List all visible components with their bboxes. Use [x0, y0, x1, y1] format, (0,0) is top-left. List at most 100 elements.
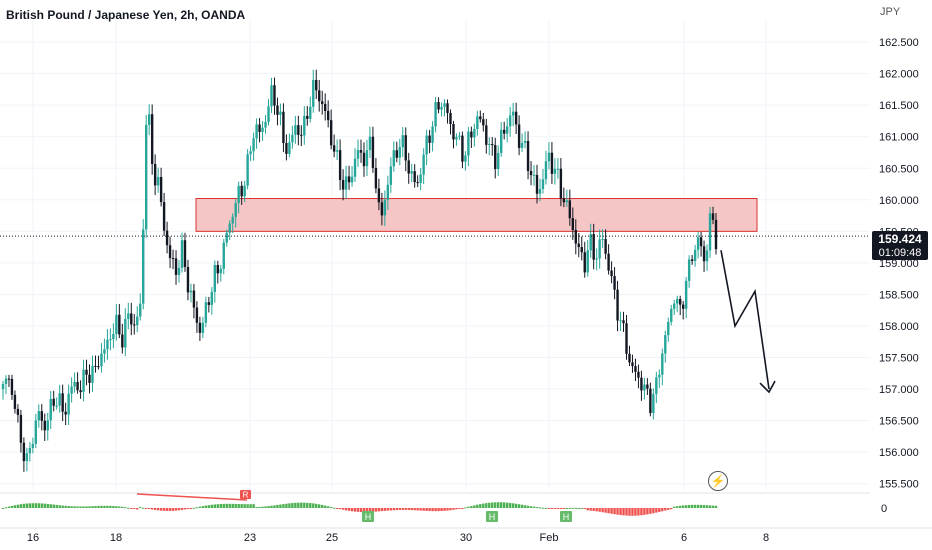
osc-bar — [70, 506, 73, 508]
osc-bar — [661, 508, 664, 512]
candle — [237, 181, 240, 214]
candle — [34, 413, 38, 449]
candle — [270, 77, 273, 113]
osc-bar — [616, 508, 619, 515]
osc-bar — [100, 505, 103, 508]
osc-bar — [359, 508, 363, 512]
candle — [40, 404, 43, 431]
candle — [667, 317, 670, 342]
osc-bar — [168, 508, 172, 511]
price-axis[interactable]: 162.500 162.000 161.500 161.000 160.500 160.0… — [879, 37, 919, 491]
time-axis[interactable]: 16 18 23 25 30 Feb 6 8 — [0, 527, 932, 544]
candle — [550, 142, 554, 184]
osc-bar — [640, 508, 643, 516]
osc-bar — [631, 508, 634, 516]
candle — [455, 133, 458, 146]
osc-bar — [497, 502, 500, 508]
osc-bar — [553, 508, 557, 509]
candle — [416, 175, 419, 188]
osc-bar — [625, 508, 628, 516]
osc-bar — [147, 508, 151, 509]
osc-bar — [195, 507, 199, 509]
candle — [150, 104, 154, 175]
osc-bar — [249, 504, 252, 508]
candle — [649, 382, 652, 417]
osc-bar — [535, 507, 539, 509]
osc-bar — [464, 507, 467, 509]
candle — [646, 378, 649, 396]
hidden-bull-marker[interactable]: H — [362, 511, 374, 522]
candle — [705, 244, 709, 271]
candle — [323, 93, 327, 121]
candle — [508, 106, 512, 137]
candle — [121, 323, 124, 354]
osc-bar — [267, 506, 270, 508]
candle — [213, 260, 217, 303]
candle — [658, 369, 661, 388]
candle — [106, 329, 109, 360]
candle — [401, 127, 404, 157]
osc-bar — [628, 508, 631, 516]
y-tick-label: 158.500 — [879, 289, 919, 301]
osc-bar — [106, 505, 109, 508]
lightning-icon[interactable]: ⚡ — [708, 471, 728, 491]
candle — [595, 248, 598, 271]
candle — [389, 157, 393, 193]
candle — [494, 137, 497, 179]
osc-bar — [49, 504, 52, 508]
candle — [383, 190, 387, 227]
candle — [198, 316, 202, 341]
candle — [341, 169, 345, 201]
candle — [118, 304, 121, 339]
candle — [368, 126, 372, 158]
candle — [374, 158, 378, 194]
osc-bar — [526, 505, 530, 508]
hidden-bull-marker[interactable]: H — [560, 511, 572, 522]
osc-bar — [139, 507, 142, 509]
candle — [362, 142, 366, 177]
candle — [279, 103, 282, 126]
candle — [511, 102, 515, 127]
candle — [144, 114, 148, 238]
candle — [156, 167, 160, 193]
osc-bar — [291, 503, 294, 508]
osc-bar — [133, 508, 136, 509]
osc-bar — [667, 508, 670, 510]
osc-bar — [655, 508, 658, 513]
candle — [514, 102, 518, 135]
candle — [228, 220, 231, 241]
candle — [291, 125, 294, 149]
candle — [526, 131, 530, 180]
x-tick-label: 25 — [326, 532, 338, 544]
osc-bar — [371, 508, 375, 512]
osc-bar — [180, 508, 184, 510]
candle — [625, 315, 628, 360]
y-tick-label: 160.000 — [879, 195, 919, 207]
chart-title: British Pound / Japanese Yen, 2h, OANDA — [6, 8, 246, 22]
candle — [332, 134, 336, 158]
resistance-zone[interactable] — [195, 198, 758, 232]
osc-bar — [559, 508, 563, 509]
x-tick-label: 6 — [681, 532, 687, 544]
osc-bar — [332, 507, 336, 509]
candle — [425, 129, 428, 166]
bear-marker[interactable]: R — [240, 490, 251, 500]
osc-bar — [288, 503, 291, 508]
osc-bar — [159, 508, 163, 511]
candle — [377, 178, 381, 211]
candle — [297, 115, 300, 146]
x-tick-label: 8 — [763, 532, 769, 544]
osc-bar — [306, 502, 309, 508]
osc-bar — [637, 508, 640, 516]
y-tick-label: 157.000 — [879, 384, 919, 396]
hidden-bull-marker[interactable]: H — [486, 511, 498, 522]
candle — [306, 106, 309, 126]
candle — [589, 223, 592, 258]
last-price-value: 159.424 — [878, 232, 922, 246]
candle — [464, 151, 467, 171]
osc-bar — [94, 506, 97, 508]
osc-bar — [699, 504, 703, 508]
osc-bar — [580, 507, 583, 509]
resistance-zone-layer — [195, 198, 758, 232]
